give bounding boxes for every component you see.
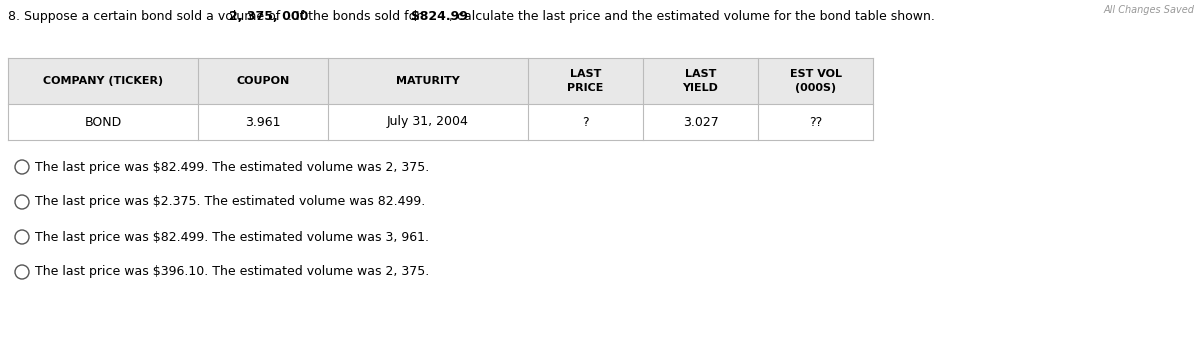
Text: ?: ? <box>582 116 589 129</box>
Text: The last price was $82.499. The estimated volume was 2, 375.: The last price was $82.499. The estimate… <box>35 160 430 174</box>
Text: COMPANY (TICKER): COMPANY (TICKER) <box>43 76 163 86</box>
Text: COUPON: COUPON <box>236 76 289 86</box>
Text: LAST
PRICE: LAST PRICE <box>568 69 604 93</box>
Text: 8. Suppose a certain bond sold a volume of: 8. Suppose a certain bond sold a volume … <box>8 10 284 23</box>
Text: , calculate the last price and the estimated volume for the bond table shown.: , calculate the last price and the estim… <box>449 10 935 23</box>
Text: 3.961: 3.961 <box>245 116 281 129</box>
Text: LAST
YIELD: LAST YIELD <box>683 69 719 93</box>
Text: MATURITY: MATURITY <box>396 76 460 86</box>
Text: The last price was $82.499. The estimated volume was 3, 961.: The last price was $82.499. The estimate… <box>35 231 430 243</box>
Text: $824.99: $824.99 <box>410 10 468 23</box>
Text: BOND: BOND <box>84 116 121 129</box>
Bar <box>8 58 874 104</box>
Bar <box>8 104 874 140</box>
Text: EST VOL
(000S): EST VOL (000S) <box>790 69 841 93</box>
Text: ??: ?? <box>809 116 822 129</box>
Text: . If the bonds sold for: . If the bonds sold for <box>288 10 425 23</box>
Text: The last price was $2.375. The estimated volume was 82.499.: The last price was $2.375. The estimated… <box>35 195 425 208</box>
Text: 2, 375, 000: 2, 375, 000 <box>228 10 308 23</box>
Text: July 31, 2004: July 31, 2004 <box>388 116 469 129</box>
Text: 3.027: 3.027 <box>683 116 719 129</box>
Text: The last price was $396.10. The estimated volume was 2, 375.: The last price was $396.10. The estimate… <box>35 266 430 279</box>
Text: All Changes Saved: All Changes Saved <box>1104 5 1195 15</box>
